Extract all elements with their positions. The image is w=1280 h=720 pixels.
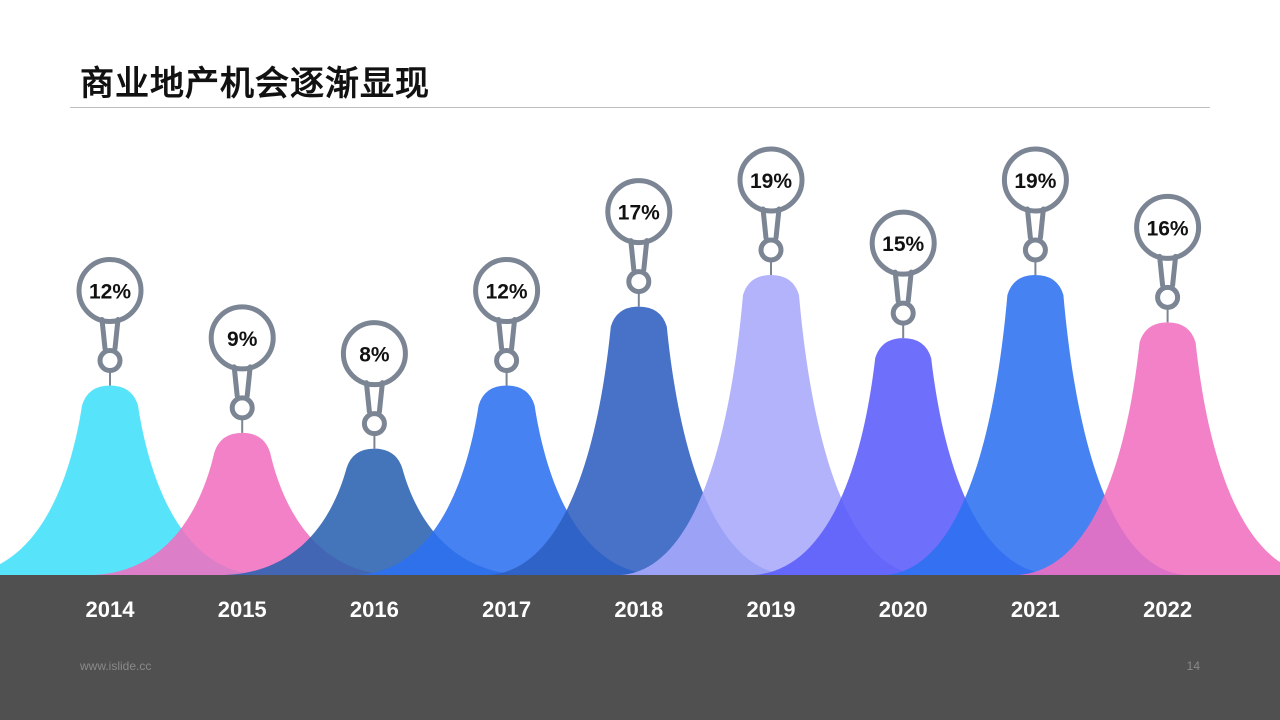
- footer-band: [0, 575, 1280, 720]
- peak-2020: [753, 338, 1054, 575]
- peak-2017: [356, 385, 657, 575]
- peaks: [0, 275, 1280, 575]
- x-tick-label-2015: 2015: [218, 597, 267, 622]
- value-bubble-2022: 16%: [1134, 193, 1202, 323]
- title-divider: [70, 107, 1210, 108]
- value-bubbles: 12% 9% 8% 12% 17% 19% 15% 19% 16%: [76, 146, 1202, 449]
- peak-2021: [885, 275, 1186, 575]
- value-label-2014: 12%: [89, 281, 131, 304]
- peak-2014: [0, 385, 260, 575]
- value-label-2021: 19%: [1014, 170, 1056, 193]
- value-bubble-2019: 19%: [737, 146, 805, 275]
- value-bubble-2016: 8%: [340, 320, 408, 449]
- value-label-2018: 17%: [618, 202, 660, 225]
- x-tick-label-2019: 2019: [747, 597, 796, 622]
- page-number: 14: [1186, 659, 1200, 673]
- x-tick-label-2018: 2018: [614, 597, 663, 622]
- value-label-2022: 16%: [1147, 217, 1189, 240]
- peak-2022: [1017, 322, 1280, 575]
- x-tick-label-2017: 2017: [482, 597, 531, 622]
- value-bubble-2018: 17%: [605, 178, 673, 307]
- x-tick-label-2014: 2014: [86, 597, 136, 622]
- peak-2015: [92, 432, 393, 575]
- value-label-2020: 15%: [882, 233, 924, 256]
- value-label-2019: 19%: [750, 170, 792, 193]
- value-label-2017: 12%: [486, 281, 528, 304]
- x-axis-labels: 2014 2015 2016 2017 2018 2019 2020 2021 2022: [86, 597, 1193, 622]
- x-tick-label-2016: 2016: [350, 597, 399, 622]
- x-tick-label-2022: 2022: [1143, 597, 1192, 622]
- peak-2018: [488, 306, 789, 575]
- value-bubble-2014: 12%: [76, 257, 144, 386]
- value-label-2015: 9%: [227, 328, 258, 351]
- value-bubble-2020: 15%: [869, 209, 937, 339]
- value-label-2016: 8%: [359, 344, 390, 367]
- peak-2019: [621, 275, 921, 575]
- value-bubble-2017: 12%: [473, 257, 541, 386]
- footer-url: www.islide.cc: [80, 659, 152, 673]
- x-tick-label-2021: 2021: [1011, 597, 1060, 622]
- value-bubble-2015: 9%: [208, 304, 276, 433]
- x-tick-label-2020: 2020: [879, 597, 928, 622]
- value-bubble-2021: 19%: [1001, 146, 1069, 275]
- page-title: 商业地产机会逐渐显现: [80, 64, 430, 104]
- peak-2016: [224, 448, 525, 575]
